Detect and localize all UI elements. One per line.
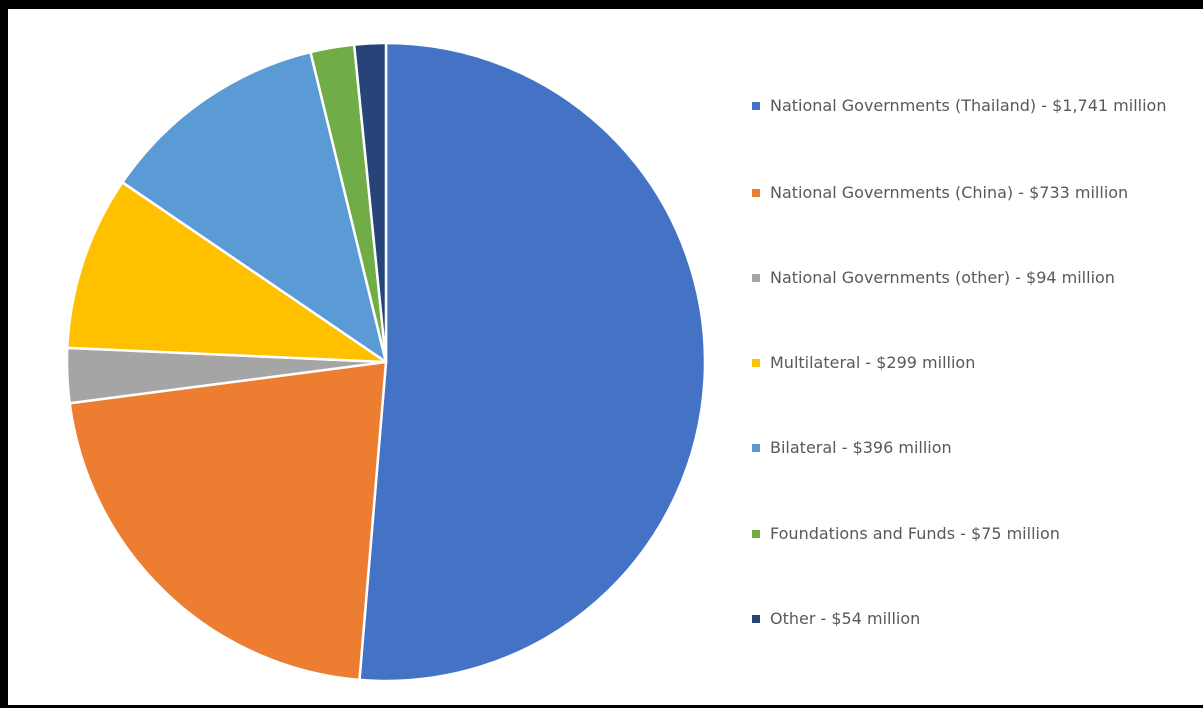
legend-label-bilateral: Bilateral - $396 million <box>770 438 952 457</box>
legend-item-other: Other - $54 million <box>752 608 1192 630</box>
legend-swatch-other <box>752 615 760 623</box>
legend-swatch-china <box>752 189 760 197</box>
legend-item-other-governments: National Governments (other) - $94 milli… <box>752 267 1192 289</box>
legend-swatch-thailand <box>752 102 760 110</box>
legend-item-multilateral: Multilateral - $299 million <box>752 352 1192 374</box>
legend-label-multilateral: Multilateral - $299 million <box>770 353 976 372</box>
pie-slice-bilateral <box>121 50 388 364</box>
pie-slice-china <box>68 360 388 682</box>
pie-slice-thailand <box>358 41 707 683</box>
legend-item-foundations: Foundations and Funds - $75 million <box>752 523 1192 545</box>
legend-item-china: National Governments (China) - $733 mill… <box>752 182 1192 204</box>
legend-item-thailand: National Governments (Thailand) - $1,741… <box>752 95 1192 117</box>
legend-label-thailand: National Governments (Thailand) - $1,741… <box>770 96 1167 115</box>
legend-item-bilateral: Bilateral - $396 million <box>752 437 1192 459</box>
legend-label-china: National Governments (China) - $733 mill… <box>770 183 1129 202</box>
pie-slice-multilateral <box>66 181 388 364</box>
legend-swatch-foundations <box>752 530 760 538</box>
pie-chart <box>65 41 707 683</box>
legend-swatch-multilateral <box>752 359 760 367</box>
legend-swatch-other-governments <box>752 274 760 282</box>
legend-label-other: Other - $54 million <box>770 609 921 628</box>
legend-swatch-bilateral <box>752 444 760 452</box>
legend-label-foundations: Foundations and Funds - $75 million <box>770 524 1060 543</box>
legend-label-other-governments: National Governments (other) - $94 milli… <box>770 268 1115 287</box>
pie-slice-other <box>352 41 388 364</box>
